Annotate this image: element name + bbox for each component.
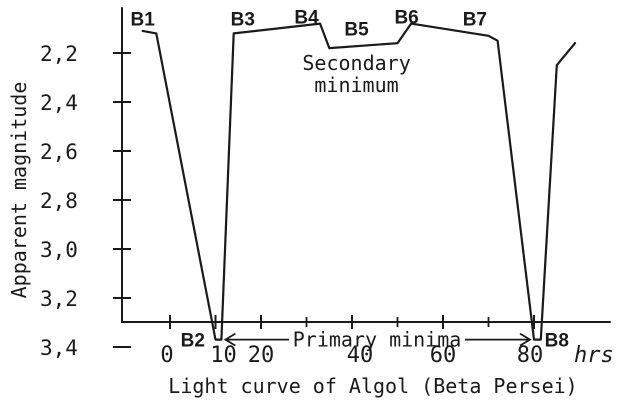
y-tick-label: 3,4 <box>40 336 78 360</box>
point-label-b7: B7 <box>463 10 487 31</box>
annotation-primary-minima: Primary minima <box>293 328 462 352</box>
annotation-secondary-minimum-line-2: minimum <box>314 73 398 97</box>
annotation-secondary-minimum-line-1: Secondary <box>302 51 410 75</box>
y-tick-label: 3,2 <box>40 287 78 311</box>
point-label-b4: B4 <box>294 7 319 28</box>
x-unit-label: hrs <box>574 343 614 368</box>
chart-title: Light curve of Algol (Beta Persei) <box>168 374 577 398</box>
series <box>141 22 577 341</box>
light-curve-series-0 <box>141 22 577 341</box>
x-tick-label: 80 <box>517 343 544 368</box>
x-tick-label: 0 <box>160 343 173 368</box>
x-tick-label: 40 <box>347 343 374 368</box>
ticks: 2,2 2,4 2,6 2,8 3,0 3,2 3,4 0 10 20 40 60 80 hrs <box>40 42 614 368</box>
point-label-b1: B1 <box>131 10 156 31</box>
point-label-b5: B5 <box>344 20 369 41</box>
y-tick-label: 3,0 <box>40 238 78 262</box>
point-label-b6: B6 <box>394 7 418 28</box>
axes <box>121 7 611 323</box>
y-tick-label: 2,2 <box>40 42 78 66</box>
point-label-b8: B8 <box>545 331 569 352</box>
arrowhead-left <box>223 332 236 347</box>
x-tick-label: 20 <box>248 343 275 368</box>
point-label-b2: B2 <box>181 331 205 352</box>
y-tick-label: 2,8 <box>40 189 78 213</box>
point-label-b3: B3 <box>231 10 255 31</box>
x-tick-label: 10 <box>210 343 237 368</box>
arrowhead-right <box>519 332 532 347</box>
x-tick-label: 60 <box>430 343 457 368</box>
y-tick-label: 2,4 <box>40 91 78 115</box>
y-tick-label: 2,6 <box>40 140 78 164</box>
y-axis-title: Apparent magnitude <box>7 82 31 299</box>
